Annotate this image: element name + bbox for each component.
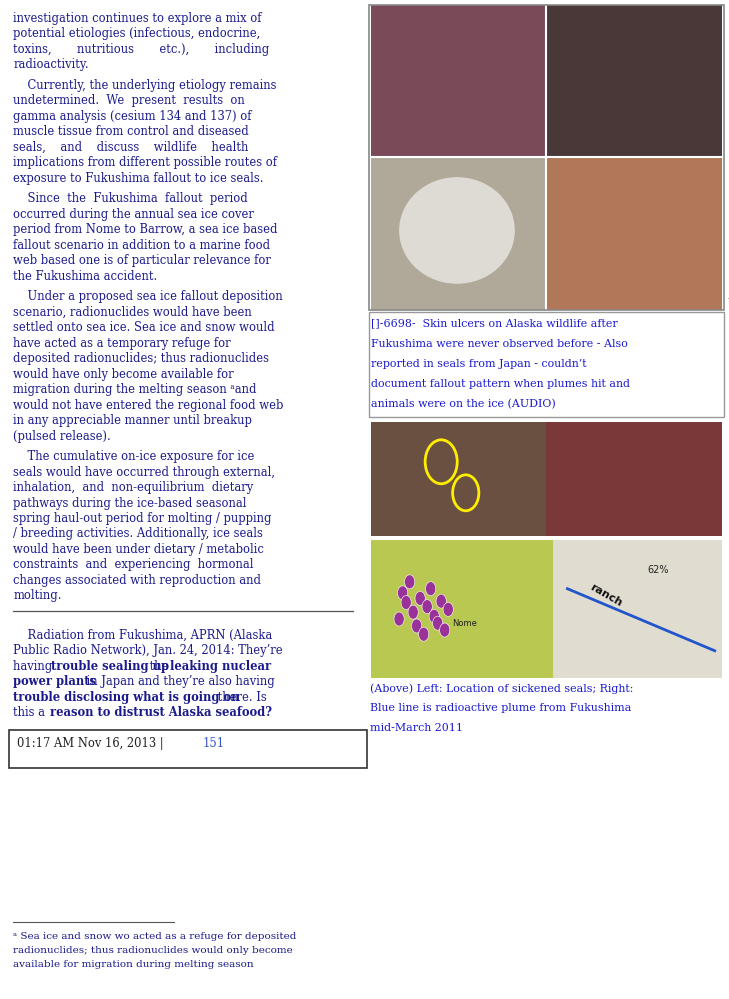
Text: having: having bbox=[13, 659, 56, 673]
Text: implications from different possible routes of: implications from different possible rou… bbox=[13, 156, 277, 170]
Text: available for migration during melting season: available for migration during melting s… bbox=[13, 960, 254, 969]
Text: in Japan and they’re also having: in Japan and they’re also having bbox=[83, 675, 275, 688]
Text: occurred during the annual sea ice cover: occurred during the annual sea ice cover bbox=[13, 208, 254, 221]
Text: exposure to Fukushima fallout to ice seals.: exposure to Fukushima fallout to ice sea… bbox=[13, 172, 264, 185]
Text: in any appreciable manner until breakup: in any appreciable manner until breakup bbox=[13, 414, 252, 428]
Circle shape bbox=[422, 599, 432, 613]
Text: Under a proposed sea ice fallout deposition: Under a proposed sea ice fallout deposit… bbox=[13, 290, 283, 304]
Text: pathways during the ice-based seasonal: pathways during the ice-based seasonal bbox=[13, 497, 246, 509]
Circle shape bbox=[429, 609, 440, 623]
Bar bbox=[547, 422, 722, 536]
Text: gamma analysis (cesium 134 and 137) of: gamma analysis (cesium 134 and 137) of bbox=[13, 110, 252, 123]
Text: Fukushima were never observed before - Also: Fukushima were never observed before - A… bbox=[371, 339, 628, 349]
Text: web based one is of particular relevance for: web based one is of particular relevance… bbox=[13, 254, 271, 268]
Bar bbox=[547, 158, 722, 310]
Text: (Above) Left: Location of sickened seals; Right:: (Above) Left: Location of sickened seals… bbox=[370, 683, 633, 694]
Bar bbox=[371, 540, 553, 678]
FancyBboxPatch shape bbox=[369, 312, 724, 417]
Text: -: - bbox=[728, 292, 729, 305]
Circle shape bbox=[418, 627, 429, 641]
Text: there. Is: there. Is bbox=[214, 690, 267, 704]
Text: would have only become available for: would have only become available for bbox=[13, 368, 234, 381]
Circle shape bbox=[401, 595, 411, 609]
Circle shape bbox=[426, 581, 436, 595]
Text: the Fukushima accident.: the Fukushima accident. bbox=[13, 270, 157, 283]
Text: investigation continues to explore a mix of: investigation continues to explore a mix… bbox=[13, 12, 262, 25]
Text: leaking nuclear: leaking nuclear bbox=[170, 659, 271, 673]
Text: potential etiologies (infectious, endocrine,: potential etiologies (infectious, endocr… bbox=[13, 27, 260, 41]
Circle shape bbox=[408, 605, 418, 619]
Circle shape bbox=[436, 594, 446, 608]
Text: toxins,       nutritious       etc.),       including: toxins, nutritious etc.), including bbox=[13, 43, 270, 56]
Text: trouble disclosing what is going on: trouble disclosing what is going on bbox=[13, 690, 240, 704]
Text: reported in seals from Japan - couldn’t: reported in seals from Japan - couldn’t bbox=[371, 359, 587, 369]
Text: power plants: power plants bbox=[13, 675, 96, 688]
Text: seals would have occurred through external,: seals would have occurred through extern… bbox=[13, 466, 275, 479]
Bar bbox=[371, 422, 547, 536]
Text: fallout scenario in addition to a marine food: fallout scenario in addition to a marine… bbox=[13, 239, 270, 252]
Text: constraints  and  experiencing  hormonal: constraints and experiencing hormonal bbox=[13, 558, 254, 571]
Text: 01:17 AM Nov 16, 2013 |: 01:17 AM Nov 16, 2013 | bbox=[17, 736, 167, 750]
Text: this a: this a bbox=[13, 706, 49, 719]
Text: Blue line is radioactive plume from Fukushima: Blue line is radioactive plume from Fuku… bbox=[370, 703, 631, 713]
Text: scenario, radionuclides would have been: scenario, radionuclides would have been bbox=[13, 306, 252, 319]
Text: radionuclides; thus radionuclides would only become: radionuclides; thus radionuclides would … bbox=[13, 946, 293, 955]
Text: period from Nome to Barrow, a sea ice based: period from Nome to Barrow, a sea ice ba… bbox=[13, 223, 278, 237]
Text: have acted as a temporary refuge for: have acted as a temporary refuge for bbox=[13, 337, 231, 350]
Bar bbox=[371, 5, 547, 157]
Text: reason to distrust Alaska seafood?: reason to distrust Alaska seafood? bbox=[50, 706, 272, 719]
Bar bbox=[369, 5, 724, 310]
Ellipse shape bbox=[399, 177, 515, 284]
Text: []-6698-  Skin ulcers on Alaska wildlife after: []-6698- Skin ulcers on Alaska wildlife … bbox=[371, 319, 617, 329]
Circle shape bbox=[443, 602, 453, 616]
Text: radioactivity.: radioactivity. bbox=[13, 58, 89, 72]
Text: mid-March 2011: mid-March 2011 bbox=[370, 723, 463, 733]
FancyBboxPatch shape bbox=[9, 729, 367, 767]
Text: inhalation,  and  non-equilibrium  dietary: inhalation, and non-equilibrium dietary bbox=[13, 481, 254, 495]
Text: muscle tissue from control and diseased: muscle tissue from control and diseased bbox=[13, 125, 249, 139]
Bar bbox=[553, 540, 722, 678]
Circle shape bbox=[412, 619, 422, 633]
Text: Public Radio Network), Jan. 24, 2014: They’re: Public Radio Network), Jan. 24, 2014: Th… bbox=[13, 644, 283, 657]
Circle shape bbox=[397, 585, 408, 599]
Circle shape bbox=[432, 616, 443, 630]
Text: Currently, the underlying etiology remains: Currently, the underlying etiology remai… bbox=[13, 79, 276, 92]
Text: Radiation from Fukushima, APRN (Alaska: Radiation from Fukushima, APRN (Alaska bbox=[13, 628, 273, 642]
Text: Nome: Nome bbox=[452, 618, 477, 627]
Text: migration during the melting season ᵃand: migration during the melting season ᵃand bbox=[13, 383, 257, 397]
Text: seals,    and    discuss    wildlife    health: seals, and discuss wildlife health bbox=[13, 141, 249, 154]
Text: / breeding activities. Additionally, ice seals: / breeding activities. Additionally, ice… bbox=[13, 527, 263, 540]
Text: trouble sealing up: trouble sealing up bbox=[51, 659, 169, 673]
Bar bbox=[547, 5, 722, 157]
Circle shape bbox=[415, 591, 425, 605]
Text: ranch: ranch bbox=[588, 581, 624, 608]
Bar bbox=[371, 158, 547, 310]
Text: 62%: 62% bbox=[648, 565, 669, 575]
Text: changes associated with reproduction and: changes associated with reproduction and bbox=[13, 573, 261, 587]
Circle shape bbox=[394, 612, 404, 626]
Text: animals were on the ice (AUDIO): animals were on the ice (AUDIO) bbox=[371, 399, 555, 409]
Circle shape bbox=[405, 574, 415, 588]
Text: 151: 151 bbox=[203, 736, 225, 750]
Text: would not have entered the regional food web: would not have entered the regional food… bbox=[13, 399, 284, 412]
Text: (pulsed release).: (pulsed release). bbox=[13, 430, 111, 443]
Text: molting.: molting. bbox=[13, 589, 62, 602]
Text: deposited radionuclides; thus radionuclides: deposited radionuclides; thus radionucli… bbox=[13, 352, 269, 366]
Text: document fallout pattern when plumes hit and: document fallout pattern when plumes hit… bbox=[371, 379, 630, 389]
Text: The cumulative on-ice exposure for ice: The cumulative on-ice exposure for ice bbox=[13, 450, 254, 464]
Text: undetermined.  We  present  results  on: undetermined. We present results on bbox=[13, 94, 245, 108]
Text: would have been under dietary / metabolic: would have been under dietary / metaboli… bbox=[13, 542, 264, 556]
Text: Since  the  Fukushima  fallout  period: Since the Fukushima fallout period bbox=[13, 192, 248, 206]
Text: the: the bbox=[146, 659, 172, 673]
Text: settled onto sea ice. Sea ice and snow would: settled onto sea ice. Sea ice and snow w… bbox=[13, 321, 275, 335]
Circle shape bbox=[440, 623, 450, 637]
Text: spring haul-out period for molting / pupping: spring haul-out period for molting / pup… bbox=[13, 511, 272, 525]
Text: ᵃ Sea ice and snow wo acted as a refuge for deposited: ᵃ Sea ice and snow wo acted as a refuge … bbox=[13, 932, 297, 941]
